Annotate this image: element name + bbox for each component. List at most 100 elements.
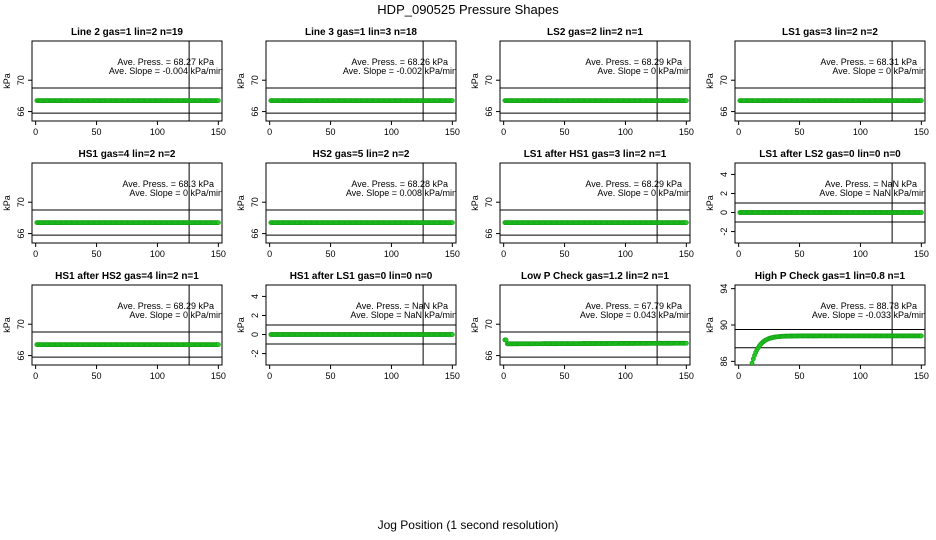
y-tick-label: 66	[719, 107, 729, 117]
panel-title: HS1 gas=4 lin=2 n=2	[79, 149, 176, 160]
x-tick-label: 100	[384, 371, 399, 381]
x-tick-label: 0	[267, 127, 272, 137]
y-tick-label: 4	[250, 294, 260, 299]
x-tick-label: 100	[618, 249, 633, 259]
data-points	[268, 98, 455, 104]
annotation-pressure: Ave. Press. = NaN kPa	[825, 179, 917, 189]
data-point	[918, 333, 924, 339]
y-tick-label: 66	[250, 229, 260, 239]
y-axis-label: kPa	[705, 317, 715, 333]
panel-10: HS1 after LS1 gas=0 lin=0 n=0 0 50 100 150 -2…	[236, 271, 460, 381]
panel-1: Line 2 gas=1 lin=2 n=19 0 50 100 150 66 70 kPa A…	[2, 27, 226, 137]
y-tick-label: 94	[719, 284, 729, 294]
annotation-slope: Ave. Slope = -0.033 kPa/min	[812, 310, 926, 320]
panel-12: High P Check gas=1 lin=0.8 n=1 0 50 100 150 8…	[705, 271, 929, 381]
x-tick-label: 150	[211, 371, 226, 381]
y-tick-label: 4	[719, 172, 729, 177]
x-tick-label: 50	[92, 127, 102, 137]
y-tick-label: 2	[719, 191, 729, 196]
x-tick-label: 0	[33, 127, 38, 137]
y-axis-label: kPa	[2, 73, 12, 89]
y-axis-label: kPa	[236, 195, 246, 211]
data-point	[918, 98, 924, 104]
data-point	[215, 98, 221, 104]
x-tick-label: 100	[150, 127, 165, 137]
data-point	[449, 98, 455, 104]
y-tick-label: 2	[250, 313, 260, 318]
x-tick-label: 0	[501, 127, 506, 137]
y-axis-label: kPa	[705, 195, 715, 211]
data-points	[737, 98, 924, 104]
annotation-pressure: Ave. Press. = 68.27 kPa	[117, 57, 214, 67]
annotation-pressure: Ave. Press. = 68.26 kPa	[351, 57, 448, 67]
panel-title: Line 2 gas=1 lin=2 n=19	[71, 27, 183, 38]
x-tick-label: 150	[445, 127, 460, 137]
panel-7: LS1 after HS1 gas=3 lin=2 n=1 0 50 100 150 66…	[470, 149, 694, 259]
annotation-slope: Ave. Slope = 0.043 kPa/min	[580, 310, 691, 320]
x-tick-label: 50	[560, 371, 570, 381]
x-tick-label: 50	[795, 371, 805, 381]
y-axis-label: kPa	[2, 317, 12, 333]
y-axis-label: kPa	[2, 195, 12, 211]
panel-title: LS1 after HS1 gas=3 lin=2 n=1	[524, 149, 667, 160]
data-point	[215, 342, 221, 348]
x-tick-label: 0	[736, 127, 741, 137]
annotation-pressure: Ave. Press. = 68.29 kPa	[585, 179, 682, 189]
y-axis-label: kPa	[236, 73, 246, 89]
x-tick-label: 50	[560, 127, 570, 137]
x-tick-label: 100	[384, 249, 399, 259]
data-points	[502, 98, 689, 104]
panel-3: LS2 gas=2 lin=2 n=1 0 50 100 150 66 70 kPa Ave. …	[470, 27, 694, 137]
panel-title: HS2 gas=5 lin=2 n=2	[313, 149, 410, 160]
x-tick-label: 150	[445, 371, 460, 381]
x-tick-label: 150	[914, 249, 929, 259]
annotation-slope: Ave. Slope = 0 kPa/min	[597, 66, 691, 76]
plot-frame	[265, 40, 457, 122]
plot-frame	[499, 40, 691, 122]
x-tick-label: 50	[92, 249, 102, 259]
annotation-pressure: Ave. Press. = 88.78 kPa	[820, 301, 917, 311]
panel-8: LS1 after LS2 gas=0 lin=0 n=0 0 50 100 150 -2…	[705, 149, 929, 259]
panel-title: HS1 after LS1 gas=0 lin=0 n=0	[290, 271, 433, 282]
panel-6: HS2 gas=5 lin=2 n=2 0 50 100 150 66 70 kPa Ave. …	[236, 149, 460, 259]
panel-title: LS1 gas=3 lin=2 n=2	[782, 27, 878, 38]
panel-title: Low P Check gas=1.2 lin=2 n=1	[521, 271, 669, 282]
y-axis-label: kPa	[470, 317, 480, 333]
y-tick-label: 70	[250, 75, 260, 85]
x-tick-label: 0	[501, 249, 506, 259]
x-tick-label: 100	[853, 127, 868, 137]
x-tick-label: 50	[326, 127, 336, 137]
plot-frame	[499, 284, 691, 366]
y-tick-label: 66	[16, 351, 26, 361]
annotation-pressure: Ave. Press. = NaN kPa	[356, 301, 448, 311]
x-tick-label: 150	[679, 371, 694, 381]
y-tick-label: 66	[484, 351, 494, 361]
panel-title: LS1 after LS2 gas=0 lin=0 n=0	[759, 149, 901, 160]
x-tick-label: 0	[267, 249, 272, 259]
y-tick-label: 70	[16, 319, 26, 329]
data-point	[683, 220, 689, 226]
y-tick-label: 70	[16, 197, 26, 207]
y-tick-label: 90	[719, 320, 729, 330]
data-point	[749, 360, 755, 365]
y-tick-label: 66	[16, 107, 26, 117]
panel-title: High P Check gas=1 lin=0.8 n=1	[755, 271, 906, 282]
y-tick-label: 70	[484, 197, 494, 207]
y-axis-label: kPa	[470, 73, 480, 89]
plot-frame	[734, 40, 926, 122]
x-tick-label: 150	[679, 249, 694, 259]
annotation-pressure: Ave. Press. = 67.79 kPa	[585, 301, 682, 311]
panel-2: Line 3 gas=1 lin=3 n=18 0 50 100 150 66 70 kPa A…	[236, 27, 460, 137]
y-axis-label: kPa	[470, 195, 480, 211]
data-points	[268, 332, 455, 337]
y-tick-label: -2	[250, 350, 260, 358]
panel-title: LS2 gas=2 lin=2 n=1	[547, 27, 643, 38]
annotation-pressure: Ave. Press. = 68.28 kPa	[351, 179, 448, 189]
plot-frame	[31, 162, 223, 244]
x-tick-label: 150	[679, 127, 694, 137]
panel-5: HS1 gas=4 lin=2 n=2 0 50 100 150 66 70 kPa Ave. …	[2, 149, 226, 259]
x-tick-label: 100	[853, 371, 868, 381]
data-point	[449, 220, 455, 226]
data-point	[683, 98, 689, 104]
